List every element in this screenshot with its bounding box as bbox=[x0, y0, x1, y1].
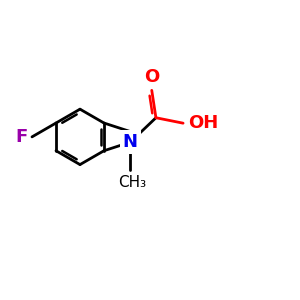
Text: F: F bbox=[16, 128, 28, 146]
Text: CH₃: CH₃ bbox=[118, 175, 146, 190]
Text: O: O bbox=[144, 68, 159, 86]
Text: OH: OH bbox=[188, 114, 218, 132]
Text: N: N bbox=[123, 133, 138, 151]
